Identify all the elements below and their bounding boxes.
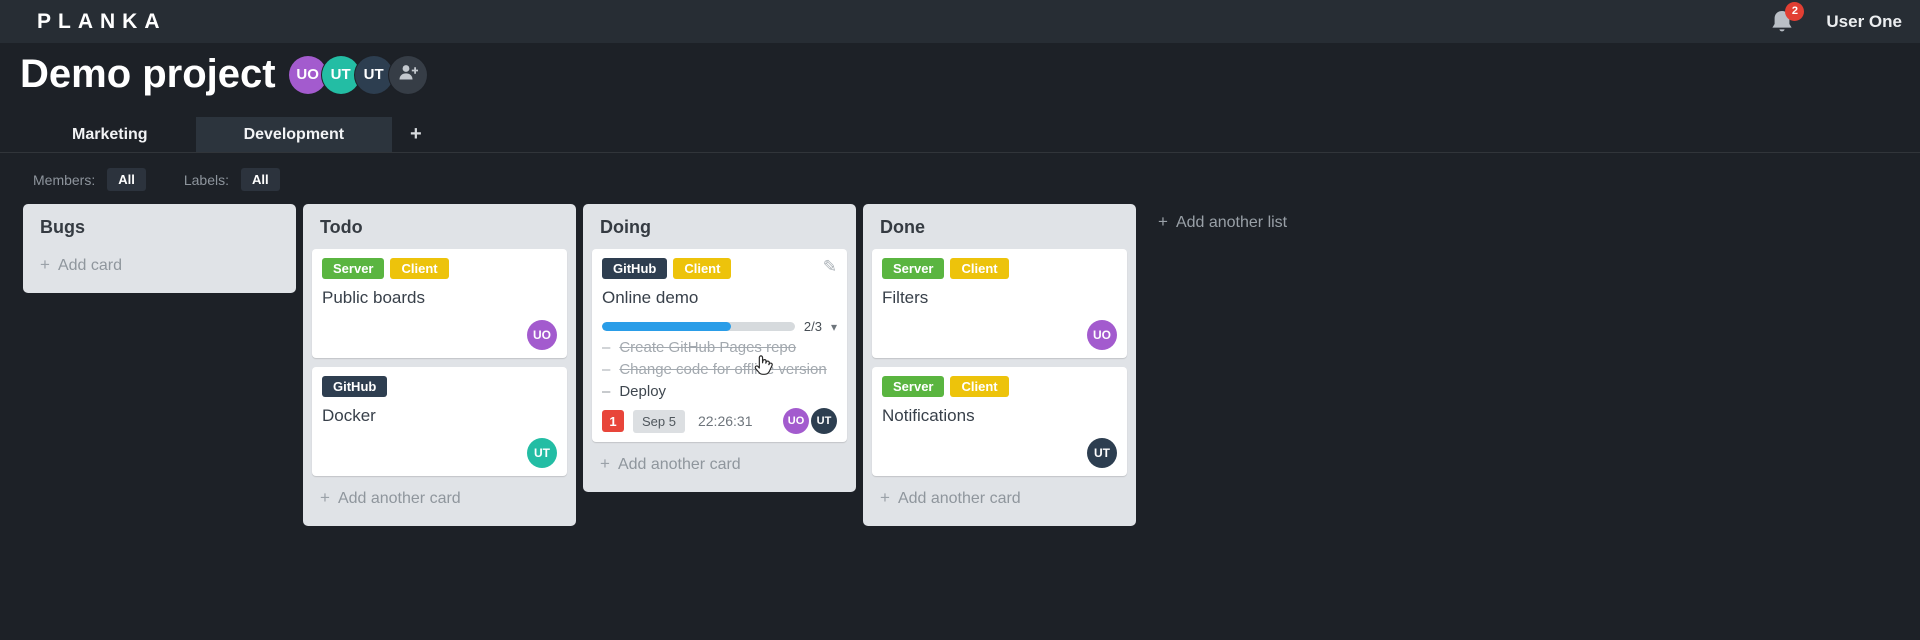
card-member-avatar[interactable]: UO [783,408,809,434]
card-members: UT [882,438,1117,468]
label-client[interactable]: Client [950,258,1009,279]
list-title[interactable]: Doing [600,217,651,237]
label-row: Server Client [882,258,1117,279]
list-done: Done Server Client Filters UO Server Cli… [863,204,1136,526]
labels-filter-value[interactable]: All [241,168,280,191]
card-title: Online demo [602,288,699,307]
card-members: UO [882,320,1117,350]
card-member-avatar[interactable]: UT [1087,438,1117,468]
plus-icon: + [600,454,610,473]
card-members: UO [322,320,557,350]
plus-icon: + [1158,212,1168,231]
list-title[interactable]: Done [880,217,925,237]
notification-count-badge: 2 [1785,1,1805,21]
task-item[interactable]: – Deploy [602,383,667,400]
project-member-avatar[interactable]: UT [354,55,393,94]
label-server[interactable]: Server [882,376,945,397]
user-menu[interactable]: User One [1826,11,1902,31]
card-container: Server Client Public boards UO GitHub Do… [303,243,576,476]
plus-icon: + [880,488,890,507]
progress-fill [602,322,732,331]
list-todo: Todo Server Client Public boards UO GitH… [303,204,576,526]
members-filter-value[interactable]: All [107,168,146,191]
filter-bar: Members: All Labels: All [33,168,280,191]
add-card-button[interactable]: + Add another card [600,454,741,473]
project-member-avatar[interactable]: UT [321,55,360,94]
due-date-badge[interactable]: Sep 5 [633,409,685,433]
edit-card-icon[interactable]: ✎ [822,257,837,276]
project-header: Demo project UO UT UT [20,52,427,97]
chevron-down-icon[interactable]: ▾ [830,319,837,334]
label-row: Server Client [882,376,1117,397]
card-docker[interactable]: GitHub Docker UT [312,367,567,476]
label-row: Server Client [322,258,557,279]
card-notification-badge: 1 [602,410,624,432]
label-client[interactable]: Client [673,258,732,279]
card-meta: 1 Sep 5 22:26:31 UO UT [602,408,837,434]
labels-filter-label: Labels: [183,171,230,188]
label-client[interactable]: Client [390,258,449,279]
card-title: Filters [882,288,929,307]
card-filters[interactable]: Server Client Filters UO [872,249,1127,358]
project-title[interactable]: Demo project [20,52,276,96]
planka-logo[interactable]: PLANKA [37,9,167,33]
add-user-icon [398,63,419,86]
card-notifications[interactable]: Server Client Notifications UT [872,367,1127,476]
card-container: ✎ GitHub Client Online demo 2/3 ▾ – Crea… [583,243,856,442]
add-member-button[interactable] [388,55,427,94]
card-member-avatar[interactable]: UO [527,320,557,350]
card-title: Public boards [322,288,426,307]
task-item[interactable]: – Create GitHub Pages repo [602,339,797,356]
card-member-avatar[interactable]: UT [811,408,837,434]
label-row: GitHub Client [602,258,837,279]
label-row: GitHub [322,376,557,397]
list-title[interactable]: Todo [320,217,363,237]
board-tab-bar: Marketing Development + [0,117,1920,153]
add-card-button[interactable]: + Add card [40,255,122,274]
progress-count: 2/3 [803,319,822,334]
card-public-boards[interactable]: Server Client Public boards UO [312,249,567,358]
list-doing: Doing ✎ GitHub Client Online demo 2/3 ▾ [583,204,856,492]
add-card-button[interactable]: + Add another card [320,488,461,507]
top-bar: PLANKA 2 User One [0,0,1920,43]
card-member-avatar[interactable]: UT [527,438,557,468]
card-member-avatar[interactable]: UO [1087,320,1117,350]
task-dash: – [602,339,611,356]
list-title[interactable]: Bugs [40,217,85,237]
card-container: Server Client Filters UO Server Client N… [863,243,1136,476]
task-item[interactable]: – Change code for offline version [602,361,827,378]
card-online-demo[interactable]: ✎ GitHub Client Online demo 2/3 ▾ – Crea… [592,249,847,442]
task-dash: – [602,361,611,378]
add-card-button[interactable]: + Add another card [880,488,1021,507]
add-board-button[interactable]: + [410,123,422,145]
list-bugs: Bugs + Add card [23,204,296,293]
label-github[interactable]: GitHub [602,258,668,279]
label-github[interactable]: GitHub [322,376,388,397]
card-members: UO UT [781,408,837,434]
plus-icon: + [40,255,50,274]
label-client[interactable]: Client [950,376,1009,397]
timer-value[interactable]: 22:26:31 [697,413,753,429]
add-list-button[interactable]: + Add another list [1158,212,1288,231]
card-title: Docker [322,406,376,425]
label-server[interactable]: Server [322,258,385,279]
progress-bar [602,322,795,331]
notifications-button[interactable]: 2 [1770,1,1805,35]
card-members: UT [322,438,557,468]
board: Bugs + Add card Todo Server Client Public… [23,204,1136,526]
label-server[interactable]: Server [882,258,945,279]
top-bar-right: 2 User One [1770,1,1902,35]
plus-icon: + [320,488,330,507]
card-title: Notifications [882,406,975,425]
members-filter-label: Members: [33,171,96,188]
tab-development[interactable]: Development [195,117,393,152]
tab-marketing[interactable]: Marketing [72,125,148,143]
task-progress: 2/3 ▾ [602,319,837,334]
task-dash: – [602,383,611,400]
project-member-avatar[interactable]: UO [288,55,327,94]
